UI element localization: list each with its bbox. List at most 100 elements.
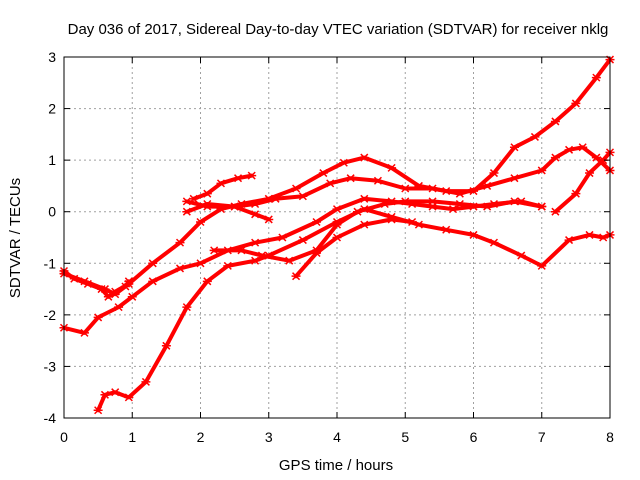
- y-axis-ticks: -4 -3 -2 -1 0 1 2 3: [44, 49, 610, 426]
- data-point-marker: [359, 194, 369, 203]
- data-point-marker: [230, 202, 240, 211]
- data-point-marker: [124, 393, 134, 402]
- chart-title: Day 036 of 2017, Sidereal Day-to-day VTE…: [68, 21, 609, 38]
- x-tick-label: 1: [128, 429, 136, 445]
- data-point-marker: [339, 158, 349, 167]
- data-point-marker: [489, 169, 499, 178]
- data-point-marker: [516, 251, 526, 260]
- series-8: [209, 197, 547, 265]
- data-point-marker: [441, 225, 451, 234]
- data-point-marker: [550, 207, 560, 216]
- data-point-marker: [469, 230, 478, 239]
- y-tick-label: 1: [48, 152, 56, 168]
- data-point-marker: [114, 303, 124, 312]
- data-series: [59, 55, 615, 415]
- data-point-marker: [312, 248, 322, 258]
- data-point-marker: [325, 179, 335, 188]
- data-point-marker: [291, 272, 301, 281]
- data-point-marker: [585, 169, 595, 178]
- y-tick-label: -3: [44, 358, 57, 374]
- data-point-marker: [537, 261, 547, 270]
- series-line: [212, 199, 544, 263]
- y-axis-label: SDTVAR / TECUs: [7, 178, 24, 298]
- data-point-marker: [202, 189, 212, 198]
- data-point-marker: [100, 285, 110, 294]
- data-point-marker: [196, 217, 205, 227]
- data-point-marker: [298, 236, 308, 245]
- data-point-marker: [196, 259, 205, 268]
- series-line: [62, 271, 131, 297]
- data-point-marker: [537, 202, 547, 211]
- data-point-marker: [380, 199, 390, 209]
- data-point-marker: [571, 189, 581, 198]
- data-point-marker: [202, 202, 212, 211]
- data-point-marker: [257, 251, 267, 260]
- data-point-marker: [93, 313, 103, 322]
- x-tick-label: 4: [333, 429, 341, 445]
- data-point-marker: [216, 179, 226, 188]
- series-5: [189, 171, 257, 203]
- data-point-marker: [564, 145, 574, 154]
- data-point-marker: [585, 230, 595, 239]
- data-point-marker: [247, 171, 257, 180]
- data-point-marker: [448, 205, 458, 214]
- data-point-marker: [250, 199, 260, 209]
- data-point-marker: [250, 256, 260, 265]
- data-point-marker: [509, 143, 519, 152]
- x-tick-label: 5: [401, 429, 409, 445]
- data-point-marker: [346, 174, 356, 183]
- data-point-marker: [373, 176, 383, 185]
- data-point-marker: [141, 377, 151, 386]
- data-point-marker: [277, 233, 287, 242]
- data-point-marker: [110, 290, 120, 299]
- y-tick-label: -2: [44, 307, 57, 323]
- series-7: [182, 197, 274, 224]
- data-point-marker: [571, 99, 581, 108]
- series-6: [182, 143, 615, 216]
- data-point-marker: [250, 210, 260, 219]
- data-point-marker: [79, 277, 89, 286]
- data-point-marker: [264, 215, 274, 224]
- data-point-marker: [537, 166, 547, 175]
- data-point-marker: [271, 194, 281, 203]
- data-point-marker: [482, 181, 492, 190]
- data-point-marker: [182, 303, 192, 312]
- data-point-marker: [359, 153, 369, 162]
- data-point-marker: [182, 197, 192, 206]
- x-axis-ticks: 0 1 2 3 4 5 6 7 8: [60, 57, 614, 445]
- data-point-marker: [509, 197, 519, 206]
- data-point-marker: [455, 199, 465, 209]
- x-tick-label: 7: [538, 429, 546, 445]
- data-point-marker: [550, 117, 560, 126]
- data-point-marker: [359, 220, 369, 229]
- y-tick-label: -1: [44, 255, 57, 271]
- data-point-marker: [387, 163, 397, 172]
- data-point-marker: [428, 184, 438, 193]
- data-point-marker: [312, 217, 322, 227]
- y-tick-label: 2: [48, 101, 56, 117]
- series-10: [550, 148, 615, 216]
- data-point-marker: [591, 73, 601, 82]
- data-point-marker: [400, 184, 410, 193]
- data-point-marker: [318, 169, 328, 178]
- x-axis-label: GPS time / hours: [279, 457, 393, 474]
- data-point-marker: [93, 406, 103, 415]
- data-point-marker: [236, 246, 246, 255]
- data-point-marker: [182, 207, 192, 216]
- data-point-marker: [148, 259, 158, 268]
- data-point-marker: [175, 238, 185, 247]
- x-tick-label: 2: [197, 429, 205, 445]
- y-tick-label: 3: [48, 49, 56, 65]
- series-9: [291, 215, 417, 281]
- data-point-marker: [110, 388, 120, 397]
- data-point-marker: [332, 205, 342, 214]
- data-point-marker: [482, 202, 492, 211]
- data-point-marker: [291, 184, 301, 193]
- data-point-marker: [161, 341, 171, 350]
- y-tick-label: -4: [44, 410, 57, 426]
- data-point-marker: [489, 238, 499, 247]
- data-point-marker: [250, 238, 260, 247]
- data-point-marker: [550, 153, 560, 162]
- data-point-marker: [202, 277, 212, 286]
- x-tick-label: 0: [60, 429, 68, 445]
